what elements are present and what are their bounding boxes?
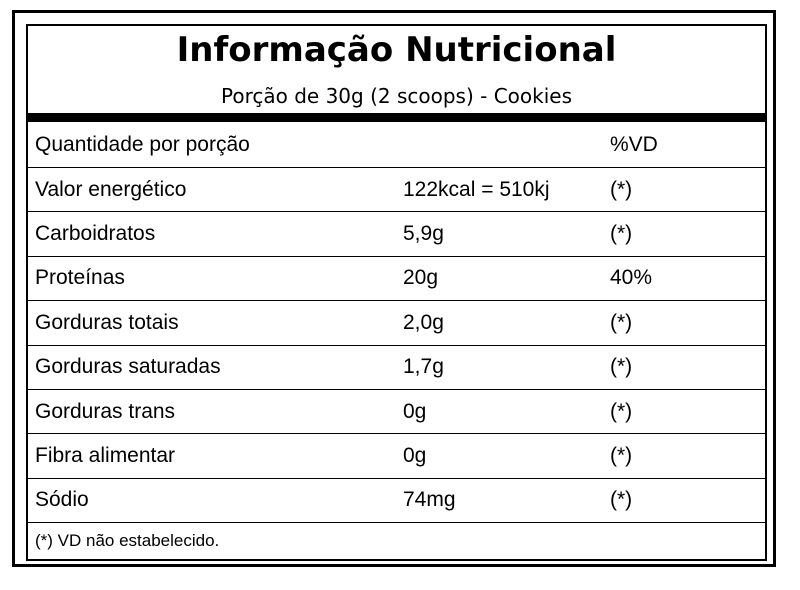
cell: 74mg [403,488,456,512]
outer-border [12,10,776,567]
cell: 20g [403,266,439,290]
title: Informação Nutricional [176,30,617,70]
nutrient-row: Fibra alimentar 0g (*) [28,434,765,479]
cell: 2,0g [403,310,444,334]
cell: (*) [610,222,633,246]
cell: 0g [403,399,427,423]
cell: Sódio [35,488,89,512]
cell: (*) [610,177,633,201]
subtitle: Porção de 30g (2 scoops) - Cookies [221,84,572,108]
cell: (*) [610,444,633,468]
divider [28,113,765,122]
cell: Proteínas [35,266,125,290]
nutrition-table: Informação Nutricional Porção de 30g (2 … [26,24,767,561]
nutrient-row: Proteínas 20g 40% [28,257,765,302]
cell: Gorduras saturadas [35,355,221,379]
cell: (*) [610,355,633,379]
cell: Valor energético [35,177,187,201]
cell: 40% [610,266,653,290]
nutrient-row: Gorduras totais 2,0g (*) [28,301,765,346]
cell: 0g [403,444,427,468]
cell: Gorduras trans [35,399,176,423]
cell: 122kcal = 510kj [403,177,550,201]
cell: Quantidade por porção [35,132,250,156]
cell: 1,7g [403,355,444,379]
cell: Gorduras totais [35,310,179,334]
cell: (*) [610,399,633,423]
cell: Carboidratos [35,222,156,246]
nutrient-row: Sódio 74mg (*) [28,479,765,524]
cell: 5,9g [403,222,444,246]
cell: (*) [610,488,633,512]
header-row: Quantidade por porção %VD [28,122,765,168]
nutrient-row: Valor energético 122kcal = 510kj (*) [28,168,765,213]
nutrient-row: Gorduras trans 0g (*) [28,390,765,435]
nutrient-row: Gorduras saturadas 1,7g (*) [28,346,765,390]
nutrient-row: Carboidratos 5,9g (*) [28,212,765,257]
cell: Fibra alimentar [35,444,176,468]
cell: %VD [610,132,658,156]
cell: (*) [610,310,633,334]
footnote: (*) VD não estabelecido. [35,531,220,550]
